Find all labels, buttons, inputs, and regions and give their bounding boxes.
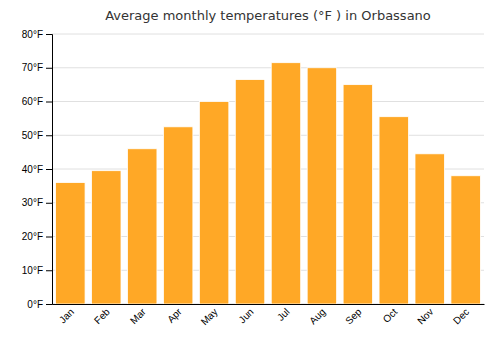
x-tick-label: Jan xyxy=(57,306,76,325)
y-tick: 0°F xyxy=(27,299,52,310)
x-tick-label: Nov xyxy=(415,306,435,326)
grid xyxy=(52,34,484,304)
y-tick-label: 20°F xyxy=(22,231,43,242)
y-tick-mark xyxy=(46,102,52,103)
x-tick: Dec xyxy=(451,306,471,326)
y-tick-label: 80°F xyxy=(22,29,43,40)
bar xyxy=(415,154,444,304)
x-tick-label: May xyxy=(199,306,220,327)
grid-line xyxy=(52,67,484,68)
y-tick-mark xyxy=(46,270,52,271)
y-tick: 20°F xyxy=(22,231,52,242)
bar xyxy=(163,127,192,304)
x-tick: Oct xyxy=(381,306,400,325)
bar xyxy=(199,102,228,305)
bar xyxy=(127,149,156,304)
y-tick-label: 10°F xyxy=(22,265,43,276)
x-tick-label: Mar xyxy=(128,306,148,326)
bar xyxy=(92,171,121,304)
x-axis: Jan Feb Mar Apr May Jun Jul Aug Sep Oct Nov Dec xyxy=(53,305,485,328)
x-tick: Nov xyxy=(415,306,435,326)
y-tick-mark xyxy=(46,304,52,305)
x-tick-label: Feb xyxy=(92,306,112,326)
y-tick: 60°F xyxy=(22,96,52,107)
bar xyxy=(379,117,408,304)
chart-title: Average monthly temperatures (°F ) in Or… xyxy=(105,8,431,23)
y-tick-mark xyxy=(46,203,52,204)
y-tick-label: 40°F xyxy=(22,164,43,175)
x-tick: Feb xyxy=(92,306,112,326)
y-tick: 10°F xyxy=(22,265,52,276)
x-tick-label: Jul xyxy=(275,306,292,323)
grid-line xyxy=(52,135,484,136)
y-tick: 30°F xyxy=(22,197,52,208)
y-tick-label: 30°F xyxy=(22,197,43,208)
x-axis-line xyxy=(53,304,485,305)
y-tick: 70°F xyxy=(22,62,52,73)
y-tick-label: 0°F xyxy=(27,299,43,310)
x-tick-label: Aug xyxy=(307,306,327,326)
y-tick-label: 60°F xyxy=(22,96,43,107)
x-tick: Aug xyxy=(307,306,327,326)
bar xyxy=(235,80,264,304)
x-tick: Sep xyxy=(343,306,364,327)
x-tick-label: Sep xyxy=(343,306,364,327)
bar xyxy=(271,63,300,304)
x-tick: Mar xyxy=(128,306,148,326)
bar xyxy=(451,176,480,304)
x-tick-label: Apr xyxy=(165,306,184,325)
chart-svg: 0°F 10°F 20°F 30°F 40°F 50°F 60°F 70°F 80°F Jan Fe… xyxy=(0,0,500,350)
plot-area: 0°F 10°F 20°F 30°F 40°F 50°F 60°F 70°F 80°F Jan Fe… xyxy=(22,29,485,328)
y-tick-label: 50°F xyxy=(22,130,43,141)
x-tick: Apr xyxy=(165,306,184,325)
grid-line xyxy=(52,101,484,102)
bar xyxy=(307,68,336,304)
y-axis: 0°F 10°F 20°F 30°F 40°F 50°F 60°F 70°F 80°F xyxy=(22,29,53,310)
bar xyxy=(343,85,372,304)
x-tick: May xyxy=(199,306,220,327)
x-tick: Jun xyxy=(237,306,256,325)
y-tick-label: 70°F xyxy=(22,62,43,73)
y-tick: 40°F xyxy=(22,164,52,175)
y-tick-mark xyxy=(46,135,52,136)
bar xyxy=(56,183,85,305)
bars xyxy=(56,63,481,304)
grid-line xyxy=(52,34,484,35)
y-tick-mark xyxy=(46,34,52,35)
y-tick: 50°F xyxy=(22,130,52,141)
y-tick: 80°F xyxy=(22,29,52,40)
y-tick-mark xyxy=(46,169,52,170)
x-tick-label: Oct xyxy=(381,306,400,325)
x-tick: Jul xyxy=(275,306,292,323)
chart-container: 0°F 10°F 20°F 30°F 40°F 50°F 60°F 70°F 80°F Jan Fe… xyxy=(0,0,500,350)
x-tick-label: Dec xyxy=(451,306,471,326)
y-axis-line xyxy=(46,35,53,305)
y-tick-mark xyxy=(46,237,52,238)
x-tick-label: Jun xyxy=(237,306,256,325)
x-tick: Jan xyxy=(57,306,76,325)
y-tick-mark xyxy=(46,68,52,69)
